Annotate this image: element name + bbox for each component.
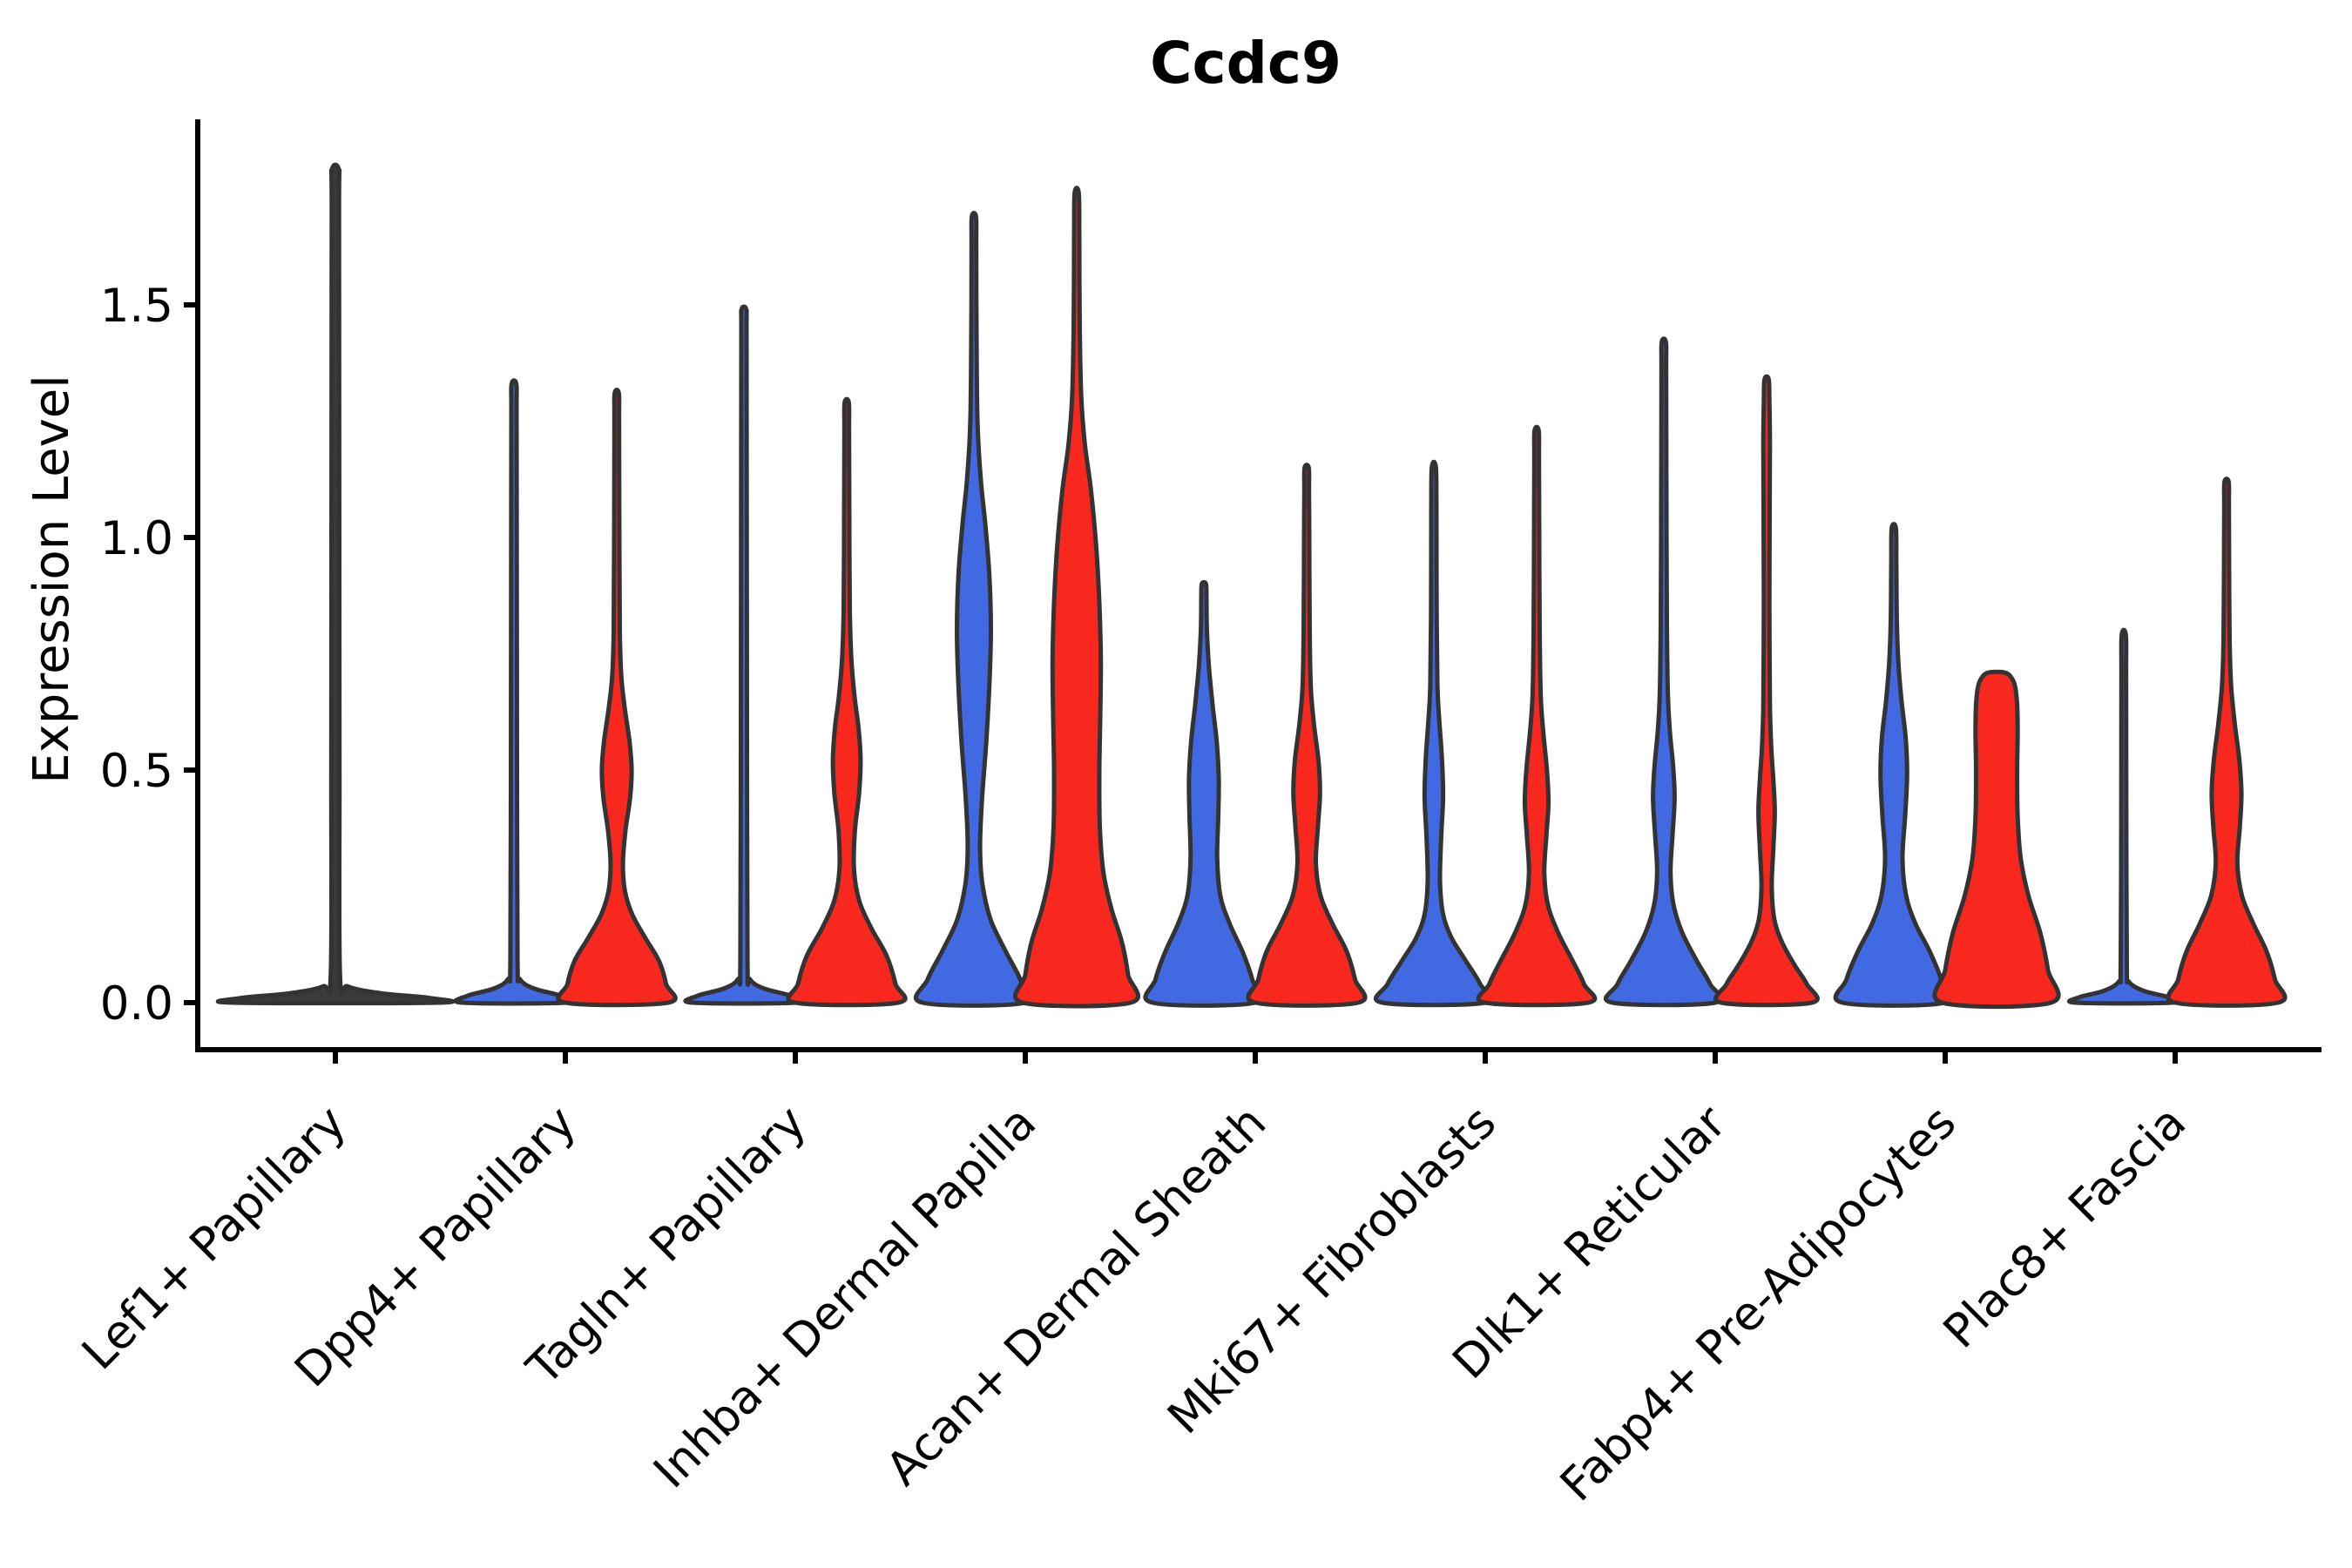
violin-mki67-fibroblasts-blue [1374,459,1494,1008]
violin-dlk1-reticular-blue [1604,336,1724,1008]
violin-inhba-dermal-papilla-blue [914,211,1034,1008]
y-axis-ticks: 0.0 0.5 1.0 1.5 [100,280,198,1031]
violin-tagln-papillary-red [786,396,908,1008]
violin-acan-dermal-sheath-red [1246,463,1368,1008]
y-tick-label: 0.5 [100,745,173,798]
x-category-label: Plac8+ Fascia [1934,1096,2196,1358]
violin-mki67-fibroblasts-red [1476,424,1598,1008]
violin-plac8-fascia-blue [2067,627,2180,1006]
y-tick-label: 1.5 [100,280,173,333]
y-axis-label: Expression Level [24,375,80,784]
y-tick-label: 0.0 [100,977,173,1031]
violin-plac8-fascia-red [2166,476,2288,1008]
violin-fabp4-pre-adipocytes-red [1932,669,2061,1010]
axes-spines [195,119,2322,1052]
x-category-label: Fabp4+ Pre-Adipocytes [1551,1096,1966,1511]
violin-fabp4-pre-adipocytes-blue [1833,522,1955,1008]
violin-tagln-papillary-blue [683,304,805,1006]
x-category-label: Acan+ Dermal Sheath [876,1096,1276,1496]
violin-dlk1-reticular-red [1713,374,1820,1008]
violin-lef1-papillary-single [215,162,456,1006]
violin-inhba-dermal-papilla-red [1013,186,1140,1009]
x-category-label: Inhba+ Dermal Papilla [644,1096,1046,1498]
y-tick-label: 1.0 [100,512,173,565]
chart-title: Ccdc9 [1150,30,1342,97]
violins-layer [215,162,2288,1010]
violin-dpp4-papillary-blue [453,378,575,1006]
violin-dpp4-papillary-red [556,387,678,1008]
violin-acan-dermal-sheath-blue [1143,579,1265,1008]
